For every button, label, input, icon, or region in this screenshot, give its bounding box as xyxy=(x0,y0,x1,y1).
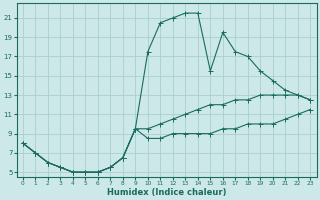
X-axis label: Humidex (Indice chaleur): Humidex (Indice chaleur) xyxy=(107,188,226,197)
